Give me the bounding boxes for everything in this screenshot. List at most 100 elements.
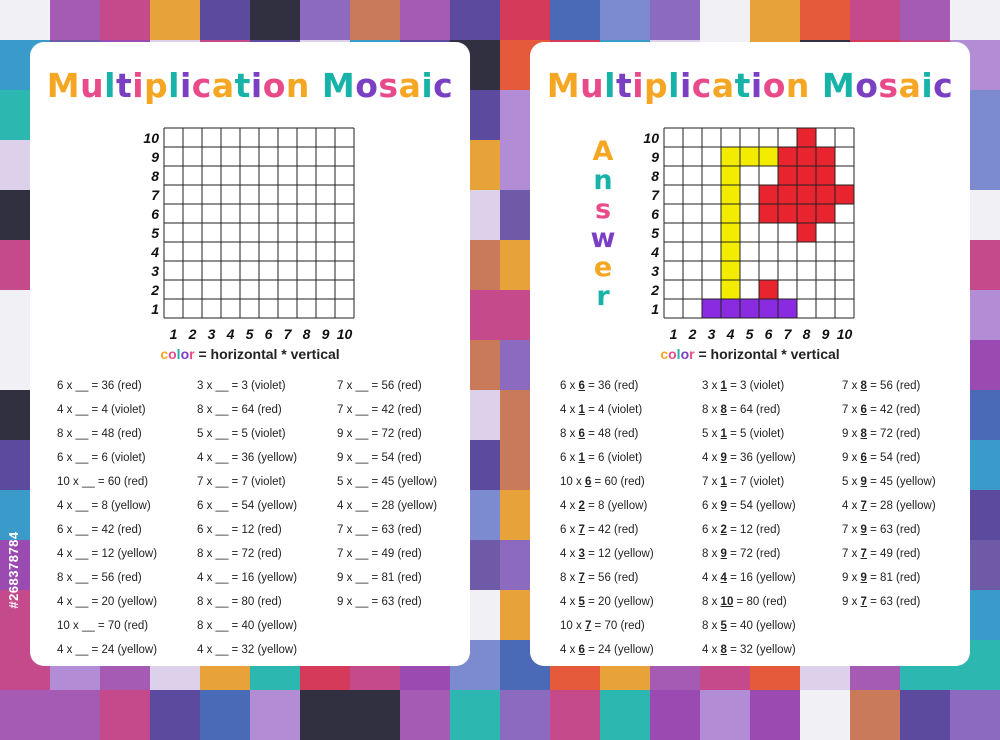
result: = 3 <box>726 380 750 392</box>
factor: 9 x <box>337 596 356 608</box>
problem-row: 9 x __ = 81 (red) <box>337 566 437 590</box>
factor: 5 x <box>702 428 721 440</box>
y-axis-label: 2 <box>150 282 159 298</box>
title-letter: c <box>191 66 212 105</box>
mosaic-tile <box>150 0 200 40</box>
answer-row: 7 x 6 = 42 (red) <box>842 398 936 422</box>
answer-letter: e <box>593 252 613 283</box>
title-letter: M <box>46 66 81 105</box>
color-hint: (red) <box>614 572 639 584</box>
color-hint: (yellow) <box>257 500 298 512</box>
title-letter: s <box>378 66 399 105</box>
answer-row: 5 x 1 = 5 (violet) <box>702 422 796 446</box>
color-hint: (red) <box>896 452 921 464</box>
color-hint: (yellow) <box>756 644 796 656</box>
colored-cell <box>721 185 740 204</box>
answer-value: 9 <box>860 524 867 536</box>
problem-row: 7 x __ = 56 (red) <box>337 374 437 398</box>
factor: 4 x <box>57 596 76 608</box>
factor: 4 x <box>57 644 76 656</box>
factor: 8 x <box>702 404 721 416</box>
factor: 3 x <box>197 380 216 392</box>
factor: 4 x <box>560 500 579 512</box>
colored-cell <box>816 166 835 185</box>
colored-cell <box>721 204 740 223</box>
factor: 4 x <box>197 572 216 584</box>
x-axis-label: 1 <box>170 326 178 342</box>
factor: 8 x <box>57 428 76 440</box>
y-axis-label: 2 <box>650 282 659 298</box>
result: = 42 <box>584 524 615 536</box>
factor: 8 x <box>197 596 216 608</box>
answer-value: 9 <box>720 500 727 512</box>
mosaic-tile <box>450 690 500 740</box>
mosaic-tile <box>450 0 500 40</box>
color-hint: (red) <box>397 404 422 416</box>
answer-value: 9 <box>720 548 727 560</box>
answer-row: 4 x 8 = 32 (yellow) <box>702 638 796 662</box>
answer-value: 1 <box>720 476 727 488</box>
color-hint: (red) <box>117 524 142 536</box>
mosaic-tile <box>950 0 1000 40</box>
answer-value: 6 <box>860 404 867 416</box>
mosaic-tile <box>650 0 700 40</box>
x-axis-label: 9 <box>822 326 830 342</box>
blank: __ <box>215 620 229 632</box>
mosaic-tile <box>850 690 900 740</box>
color-hint: (red) <box>397 572 422 584</box>
problem-row: 5 x __ = 45 (yellow) <box>337 470 437 494</box>
color-hint: (yellow) <box>117 548 158 560</box>
color-hint: (red) <box>614 428 639 440</box>
color-hint: (yellow) <box>614 596 654 608</box>
answer-row: 8 x 9 = 72 (red) <box>702 542 796 566</box>
title-letter: i <box>132 66 145 105</box>
result: = 24 <box>88 644 118 656</box>
blank: __ <box>355 404 369 416</box>
result: = 28 <box>866 500 897 512</box>
title-letter: u <box>580 66 605 105</box>
mosaic-tile <box>900 690 950 740</box>
result: = 3 <box>228 380 252 392</box>
factor: 4 x <box>57 500 76 512</box>
result: = 32 <box>726 644 757 656</box>
title-letter: n <box>285 66 310 105</box>
result: = 60 <box>591 476 621 488</box>
title-letter: n <box>785 66 810 105</box>
factor: 4 x <box>702 644 721 656</box>
factor: 8 x <box>702 548 721 560</box>
factor: 8 x <box>57 572 76 584</box>
title-letter: l <box>604 66 616 105</box>
blank: __ <box>75 404 89 416</box>
factor: 4 x <box>560 404 579 416</box>
title-letter: t <box>734 66 751 105</box>
mosaic-tile <box>100 0 150 40</box>
answer-row: 8 x 10 = 80 (red) <box>702 590 796 614</box>
result: = 12 <box>88 548 118 560</box>
factor: 5 x <box>842 476 861 488</box>
color-hint: (red) <box>620 620 645 632</box>
title-letter: p <box>144 66 169 105</box>
factor: 7 x <box>842 548 861 560</box>
y-axis-label: 10 <box>143 130 159 146</box>
blank: __ <box>355 548 369 560</box>
answer-value: 5 <box>720 620 727 632</box>
colored-cell <box>835 185 854 204</box>
title-letter: c <box>433 66 454 105</box>
result: = 36 <box>584 380 615 392</box>
result: = 20 <box>88 596 118 608</box>
color-hint: (red) <box>117 572 142 584</box>
blank: __ <box>215 524 229 536</box>
blank: __ <box>215 452 229 464</box>
result: = 12 <box>584 548 615 560</box>
answer-value: 9 <box>860 572 867 584</box>
answer-row: 8 x 6 = 48 (red) <box>560 422 654 446</box>
mosaic-tile <box>300 0 350 40</box>
factor: 7 x <box>842 380 861 392</box>
answer-value: 6 <box>578 644 585 656</box>
blank: __ <box>355 596 369 608</box>
result: = 6 <box>88 452 112 464</box>
x-axis-label: 1 <box>670 326 678 342</box>
answer-letter: n <box>593 165 613 196</box>
x-axis-label: 10 <box>837 326 853 342</box>
